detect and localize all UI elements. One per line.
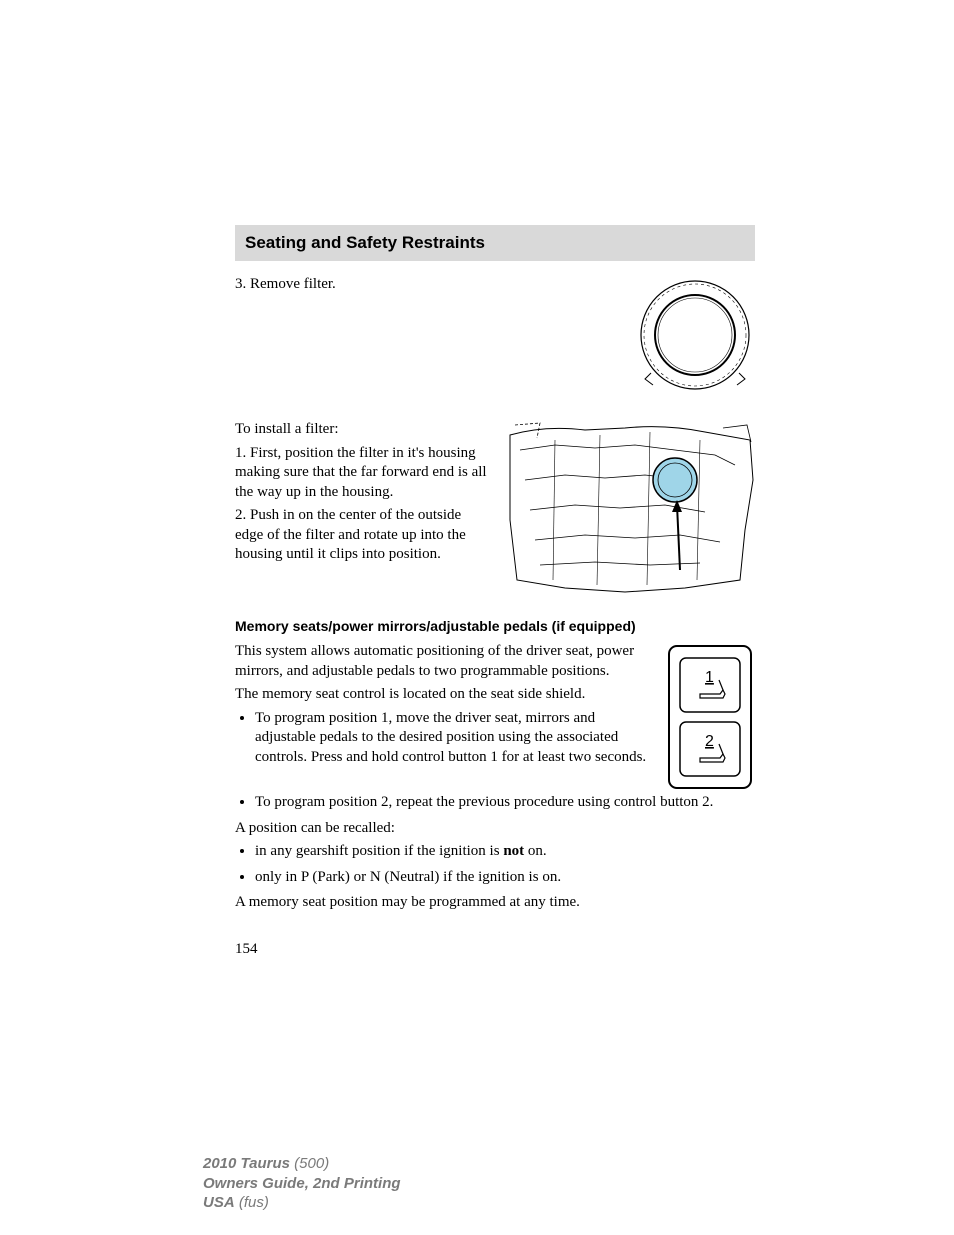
remove-filter-row: 3. Remove filter. [235,275,755,400]
install-intro: To install a filter: [235,420,489,440]
recall-bullet2: only in P (Park) or N (Neutral) if the i… [255,868,755,888]
install-step2: 2. Push in on the center of the outside … [235,506,489,565]
recall-b1-pre: in any gearshift position if the ignitio… [255,843,503,859]
install-filter-row: To install a filter: 1. First, position … [235,420,755,600]
memory-bullet1: To program position 1, move the driver s… [255,709,649,768]
memory-p1: This system allows automatic positioning… [235,642,649,681]
install-step1: 1. First, position the filter in it's ho… [235,444,489,503]
memory-program-list-2: To program position 2, repeat the previo… [235,793,755,813]
footer-region-code: (fus) [235,1194,269,1211]
section-header: Seating and Safety Restraints [235,225,755,261]
memory-row: This system allows automatic positioning… [235,642,755,797]
memory-p2: The memory seat control is located on th… [235,685,649,705]
recall-list: in any gearshift position if the ignitio… [235,842,755,887]
remove-filter-step: 3. Remove filter. [235,275,619,295]
footer-model-code: (500) [290,1155,329,1172]
recall-bullet1: in any gearshift position if the ignitio… [255,842,755,862]
footer: 2010 Taurus (500) Owners Guide, 2nd Prin… [203,1154,401,1213]
recall-b1-bold: not [503,843,524,859]
memory-heading: Memory seats/power mirrors/adjustable pe… [235,618,755,634]
engine-bay-diagram [505,420,755,600]
footer-guide: Owners Guide, 2nd Printing [203,1174,401,1194]
memory-buttons-diagram: 1 2 [665,642,755,797]
footer-region: USA [203,1194,235,1211]
recall-b1-post: on. [524,843,547,859]
recall-intro: A position can be recalled: [235,819,755,839]
svg-text:1: 1 [705,669,714,686]
footer-model: 2010 Taurus [203,1155,290,1172]
svg-text:2: 2 [705,733,714,750]
memory-program-list: To program position 1, move the driver s… [235,709,649,768]
memory-p3: A memory seat position may be programmed… [235,893,755,913]
page-number: 154 [235,941,755,958]
filter-ring-diagram [635,275,755,400]
memory-bullet2: To program position 2, repeat the previo… [255,793,755,813]
